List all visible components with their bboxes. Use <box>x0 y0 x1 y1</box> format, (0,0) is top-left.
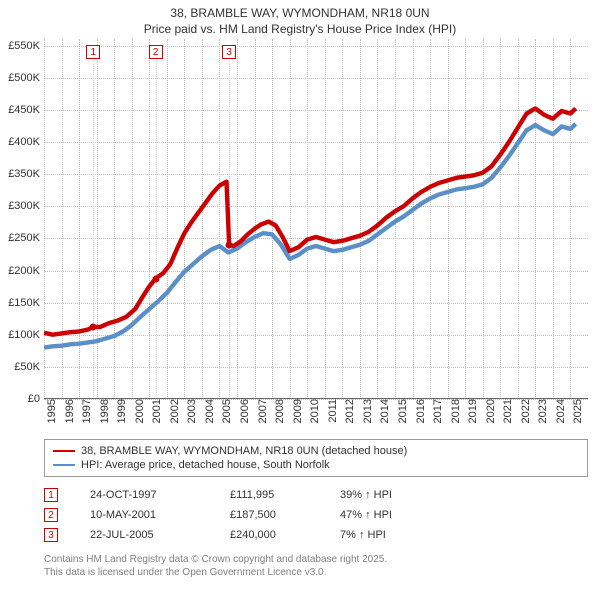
xtick-label: 1996 <box>62 399 76 423</box>
xtick-label: 2021 <box>500 399 514 423</box>
sale-price: £187,500 <box>230 509 340 521</box>
ytick-label: £0 <box>28 393 44 405</box>
xtick-label: 2016 <box>413 399 427 423</box>
xtick-label: 2010 <box>307 399 321 423</box>
xtick-label: 2001 <box>149 399 163 423</box>
chart-container: 38, BRAMBLE WAY, WYMONDHAM, NR18 0UN Pri… <box>0 0 600 590</box>
xtick-label: 2020 <box>483 399 497 423</box>
sales-table: 1 24-OCT-1997 £111,995 39% ↑ HPI 2 10-MA… <box>44 485 588 545</box>
legend-item: HPI: Average price, detached house, Sout… <box>53 458 579 472</box>
xtick-label: 2000 <box>132 399 146 423</box>
xtick-label: 1999 <box>114 399 128 423</box>
xtick-label: 2018 <box>448 399 462 423</box>
xtick-label: 2013 <box>360 399 374 423</box>
xtick-label: 2023 <box>535 399 549 423</box>
xtick-label: 2019 <box>465 399 479 423</box>
xtick-label: 2012 <box>342 399 356 423</box>
series-line <box>44 109 576 335</box>
ytick-label: £150K <box>8 297 44 309</box>
ytick-label: £400K <box>8 136 44 148</box>
sale-relative: 39% ↑ HPI <box>340 489 460 501</box>
ytick-label: £50K <box>14 361 44 373</box>
xtick-label: 2011 <box>325 399 339 423</box>
xtick-label: 2014 <box>377 399 391 423</box>
xtick-label: 2009 <box>290 399 304 423</box>
xtick-label: 2004 <box>202 399 216 423</box>
ytick-label: £550K <box>8 40 44 52</box>
xtick-label: 2025 <box>570 399 584 423</box>
line-layer <box>44 39 588 399</box>
table-row: 1 24-OCT-1997 £111,995 39% ↑ HPI <box>44 485 588 505</box>
ytick-label: £350K <box>8 168 44 180</box>
ytick-label: £450K <box>8 104 44 116</box>
xtick-label: 2024 <box>553 399 567 423</box>
xtick-label: 2017 <box>430 399 444 423</box>
xtick-label: 1998 <box>97 399 111 423</box>
legend-swatch <box>53 450 75 452</box>
sale-date: 24-OCT-1997 <box>90 489 230 501</box>
ytick-label: £100K <box>8 329 44 341</box>
attribution-line: This data is licensed under the Open Gov… <box>44 566 588 579</box>
legend-label: HPI: Average price, detached house, Sout… <box>81 459 330 471</box>
xtick-label: 2006 <box>237 399 251 423</box>
attribution: Contains HM Land Registry data © Crown c… <box>44 553 588 579</box>
xtick-label: 1997 <box>79 399 93 423</box>
xtick-label: 2022 <box>518 399 532 423</box>
sale-date: 10-MAY-2001 <box>90 509 230 521</box>
legend-swatch <box>53 464 75 466</box>
xtick-label: 2005 <box>219 399 233 423</box>
chart-title: 38, BRAMBLE WAY, WYMONDHAM, NR18 0UN Pri… <box>0 0 600 39</box>
sale-number-box: 3 <box>44 528 58 542</box>
xtick-label: 2002 <box>167 399 181 423</box>
ytick-label: £300K <box>8 200 44 212</box>
sale-relative: 47% ↑ HPI <box>340 509 460 521</box>
legend-label: 38, BRAMBLE WAY, WYMONDHAM, NR18 0UN (de… <box>81 445 407 457</box>
plot-area: £0£50K£100K£150K£200K£250K£300K£350K£400… <box>44 39 588 399</box>
ytick-label: £250K <box>8 232 44 244</box>
xtick-label: 1995 <box>44 399 58 423</box>
sale-price: £240,000 <box>230 529 340 541</box>
xtick-label: 2015 <box>395 399 409 423</box>
xtick-label: 2007 <box>255 399 269 423</box>
title-line2: Price paid vs. HM Land Registry's House … <box>0 22 600 38</box>
x-axis-line <box>44 398 588 399</box>
ytick-label: £500K <box>8 72 44 84</box>
table-row: 3 22-JUL-2005 £240,000 7% ↑ HPI <box>44 525 588 545</box>
ytick-label: £200K <box>8 265 44 277</box>
legend: 38, BRAMBLE WAY, WYMONDHAM, NR18 0UN (de… <box>44 439 588 477</box>
sale-number-box: 2 <box>44 508 58 522</box>
sale-date: 22-JUL-2005 <box>90 529 230 541</box>
xtick-label: 2003 <box>184 399 198 423</box>
title-line1: 38, BRAMBLE WAY, WYMONDHAM, NR18 0UN <box>0 6 600 22</box>
sale-price: £111,995 <box>230 489 340 501</box>
sale-relative: 7% ↑ HPI <box>340 529 460 541</box>
sale-number-box: 1 <box>44 488 58 502</box>
xtick-label: 2008 <box>272 399 286 423</box>
attribution-line: Contains HM Land Registry data © Crown c… <box>44 553 588 566</box>
legend-item: 38, BRAMBLE WAY, WYMONDHAM, NR18 0UN (de… <box>53 444 579 458</box>
table-row: 2 10-MAY-2001 £187,500 47% ↑ HPI <box>44 505 588 525</box>
